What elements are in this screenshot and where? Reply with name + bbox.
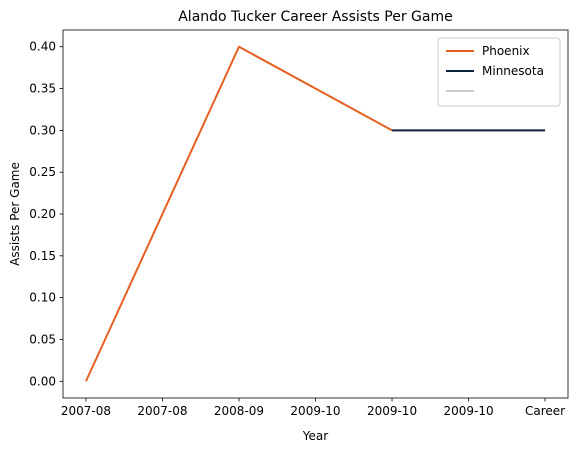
legend: Phoenix Minnesota: [437, 37, 561, 107]
y-tick-label: 0.35: [29, 82, 56, 96]
y-tick-label: 0.15: [29, 249, 56, 263]
x-axis: 2007-08 2007-08 2008-09 2009-10 2009-10 2009-…: [61, 398, 565, 418]
legend-box: [437, 37, 561, 107]
legend-label: Phoenix: [482, 44, 530, 58]
y-tick-label: 0.05: [29, 332, 56, 346]
y-tick-label: 0.30: [29, 123, 56, 137]
series-line-phoenix: [85, 45, 393, 382]
x-tick-label: 2009-10: [443, 404, 493, 418]
x-tick-label: 2007-08: [61, 404, 111, 418]
x-tick-label: 2007-08: [137, 404, 187, 418]
chart-title: Alando Tucker Career Assists Per Game: [178, 9, 453, 25]
y-tick-label: 0.25: [29, 165, 56, 179]
y-tick-label: 0.40: [29, 40, 56, 54]
x-tick-label: 2008-09: [214, 404, 264, 418]
x-tick-label: 2009-10: [367, 404, 417, 418]
x-tick-label: 2009-10: [290, 404, 340, 418]
y-tick-label: 0.20: [29, 207, 56, 221]
y-axis: 0.00 0.05 0.10 0.15 0.20 0.25 0.30 0.35 0.40: [29, 40, 63, 388]
y-tick-label: 0.10: [29, 291, 56, 305]
y-axis-label: Assists Per Game: [8, 162, 22, 266]
series-layer: [85, 45, 546, 382]
x-axis-label: Year: [302, 429, 328, 443]
legend-label: Minnesota: [482, 64, 544, 78]
x-tick-label: Career: [525, 404, 565, 418]
y-tick-label: 0.00: [29, 374, 56, 388]
